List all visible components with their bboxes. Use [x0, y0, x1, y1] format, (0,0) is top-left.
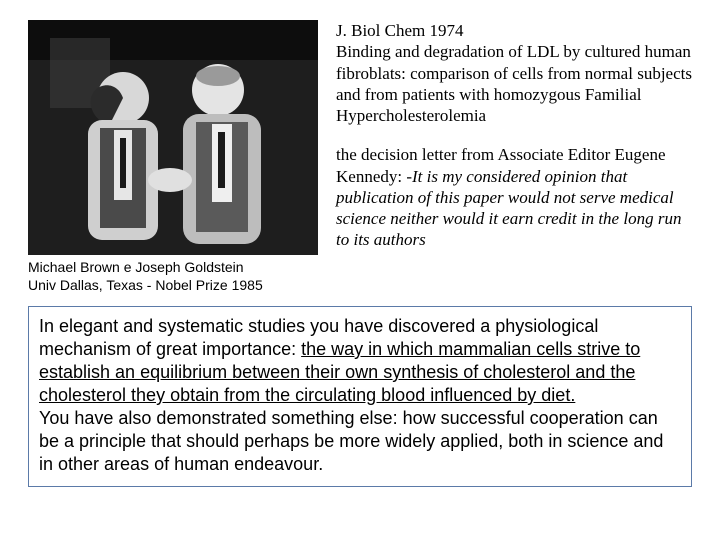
- caption-line2: Univ Dallas, Texas - Nobel Prize 1985: [28, 277, 263, 293]
- quote-paragraph-1: In elegant and systematic studies you ha…: [39, 315, 681, 407]
- top-row: Michael Brown e Joseph Goldstein Univ Da…: [28, 20, 692, 294]
- citation-journal: J. Biol Chem 1974: [336, 21, 464, 40]
- photo-placeholder: [28, 20, 318, 255]
- quote-box: In elegant and systematic studies you ha…: [28, 306, 692, 487]
- decision-block: the decision letter from Associate Edito…: [336, 144, 692, 250]
- photo-column: Michael Brown e Joseph Goldstein Univ Da…: [28, 20, 318, 294]
- right-column: J. Biol Chem 1974 Binding and degradatio…: [336, 20, 692, 251]
- photo-svg: [28, 20, 318, 255]
- caption-line1: Michael Brown e Joseph Goldstein: [28, 259, 244, 275]
- citation-title: Binding and degradation of LDL by cultur…: [336, 42, 692, 125]
- citation-block: J. Biol Chem 1974 Binding and degradatio…: [336, 20, 692, 126]
- quote-paragraph-2: You have also demonstrated something els…: [39, 407, 681, 476]
- photo-caption: Michael Brown e Joseph Goldstein Univ Da…: [28, 259, 318, 294]
